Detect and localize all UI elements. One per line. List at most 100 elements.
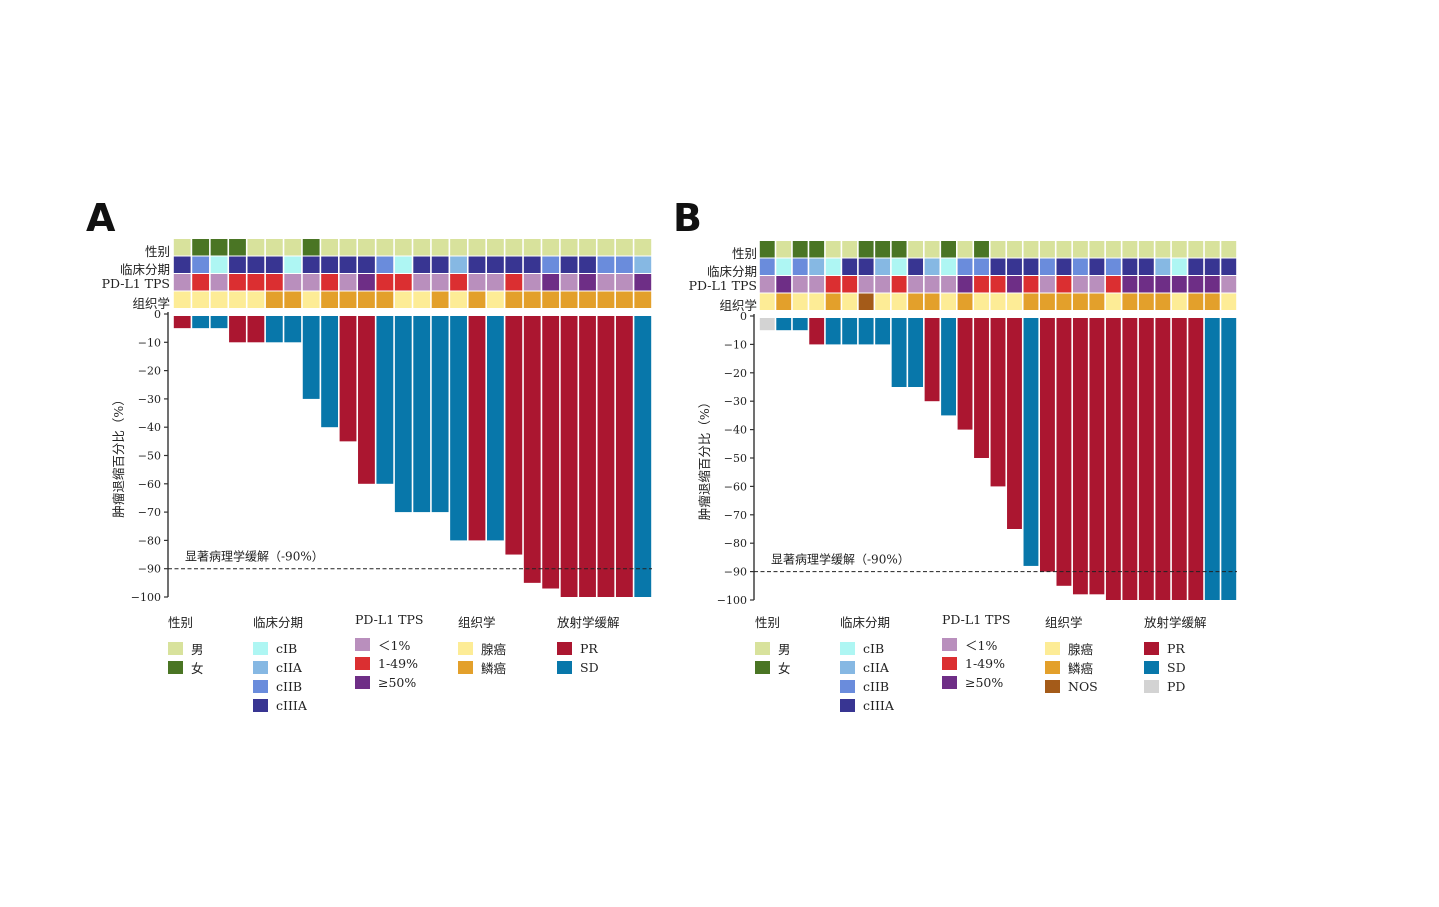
- legend-label: 男: [778, 642, 791, 657]
- track-cell-histology: [825, 293, 841, 310]
- legend-label: 鳞癌: [1068, 661, 1094, 676]
- legend-label: cIIB: [863, 679, 890, 694]
- bar: [1155, 318, 1171, 600]
- track-cell-sex: [431, 239, 449, 256]
- bar: [908, 318, 924, 387]
- legend-label: ＜1%: [965, 638, 998, 653]
- track-cell-histology: [1204, 293, 1220, 310]
- track-pdl1: [173, 274, 652, 291]
- track-cell-stage: [229, 256, 246, 273]
- bar: [247, 316, 265, 343]
- track-cell-pdl1: [302, 274, 320, 291]
- bar: [634, 316, 652, 597]
- legend-swatch: [557, 661, 572, 674]
- y-tick-label: −60: [138, 478, 161, 491]
- track-cell-stage: [634, 256, 652, 273]
- track-cell-sex: [1122, 241, 1138, 258]
- waterfall-plot-b: 0 −10 −20 −30 −40 −50 −60 −70 −80 −90 −100 肿瘤退缩百分比（…: [697, 241, 1237, 607]
- track-cell-stage: [1204, 258, 1220, 275]
- track-cell-histology: [339, 291, 357, 308]
- y-tick-label: −100: [717, 594, 747, 607]
- legend-swatch: [253, 680, 268, 693]
- bar: [431, 316, 449, 513]
- track-cell-sex: [1072, 241, 1088, 258]
- track-cell-sex: [1221, 241, 1237, 258]
- legend-title: 放射学缓解: [557, 615, 620, 630]
- track-cell-sex: [891, 241, 907, 258]
- bar: [229, 316, 246, 343]
- track-cell-pdl1: [1138, 276, 1154, 293]
- track-cell-sex: [908, 241, 924, 258]
- track-cell-pdl1: [809, 276, 825, 293]
- track-cell-pdl1: [615, 274, 633, 291]
- bar: [523, 316, 541, 583]
- track-cell-histology: [1171, 293, 1187, 310]
- track-cell-histology: [468, 291, 486, 308]
- track-cell-stage: [376, 256, 394, 273]
- track-cell-histology: [1089, 293, 1105, 310]
- track-cell-histology: [957, 293, 973, 310]
- track-cell-sex: [560, 239, 578, 256]
- y-axis: 0 −10 −20 −30 −40 −50 −60 −70 −80 −90 −100: [131, 308, 169, 604]
- track-pdl1: [759, 276, 1237, 293]
- bar: [1105, 318, 1121, 600]
- legend-title: 临床分期: [840, 615, 891, 630]
- track-cell-sex: [957, 241, 973, 258]
- track-cell-pdl1: [1056, 276, 1072, 293]
- track-cell-histology: [173, 291, 191, 308]
- track-cell-pdl1: [990, 276, 1006, 293]
- track-cell-stage: [1105, 258, 1121, 275]
- track-cell-sex: [941, 241, 956, 258]
- y-axis: 0 −10 −20 −30 −40 −50 −60 −70 −80 −90 −100: [717, 310, 755, 607]
- legend-title: PD-L1 TPS: [355, 612, 424, 627]
- track-cell-stage: [1056, 258, 1072, 275]
- bar: [842, 318, 858, 345]
- y-tick-label: −50: [724, 452, 747, 465]
- bar: [1089, 318, 1105, 595]
- legend-label: PD: [1167, 679, 1186, 694]
- legend-item: SD: [1144, 658, 1207, 677]
- y-tick-label: 0: [740, 310, 747, 323]
- bar: [858, 318, 874, 345]
- track-cell-stage: [284, 256, 302, 273]
- track-cell-histology: [1155, 293, 1171, 310]
- legend-item: ≥50%: [355, 673, 423, 692]
- bar: [974, 318, 989, 458]
- legend-title: PD-L1 TPS: [942, 612, 1011, 627]
- track-cell-stage: [1188, 258, 1204, 275]
- legend-item: cIIA: [253, 658, 307, 677]
- legend-label: 男: [191, 642, 204, 657]
- legend-swatch: [1144, 680, 1159, 693]
- track-cell-stage: [924, 258, 940, 275]
- track-cell-stage: [505, 256, 523, 273]
- legend-item: 腺癌: [1045, 639, 1098, 658]
- legend-item: cIIIA: [840, 696, 894, 715]
- legend-item: 女: [755, 658, 791, 677]
- legend-label: SD: [580, 660, 599, 675]
- track-cell-sex: [523, 239, 541, 256]
- y-tick-label: −80: [138, 534, 161, 547]
- track-cell-stage: [431, 256, 449, 273]
- legend-swatch: [355, 657, 370, 670]
- legend-item: cIB: [253, 639, 307, 658]
- track-cell-histology: [759, 293, 775, 310]
- legend-label: ≥50%: [378, 675, 417, 690]
- bar: [809, 318, 825, 345]
- track-cell-pdl1: [597, 274, 615, 291]
- track-cell-sex: [358, 239, 375, 256]
- legend-swatch: [755, 642, 770, 655]
- track-cell-sex: [776, 241, 792, 258]
- track-cell-pdl1: [376, 274, 394, 291]
- y-tick-label: −60: [724, 480, 747, 493]
- track-cell-stage: [1221, 258, 1237, 275]
- bar: [1204, 318, 1220, 600]
- bar: [759, 318, 775, 331]
- bar: [468, 316, 486, 541]
- legend-label: 女: [778, 661, 791, 676]
- track-cell-stage: [842, 258, 858, 275]
- y-tick-label: −50: [138, 450, 161, 463]
- legend-label: NOS: [1068, 679, 1098, 694]
- track-cell-sex: [1056, 241, 1072, 258]
- legend-swatch: [355, 676, 370, 689]
- legend-item: cIIB: [253, 677, 307, 696]
